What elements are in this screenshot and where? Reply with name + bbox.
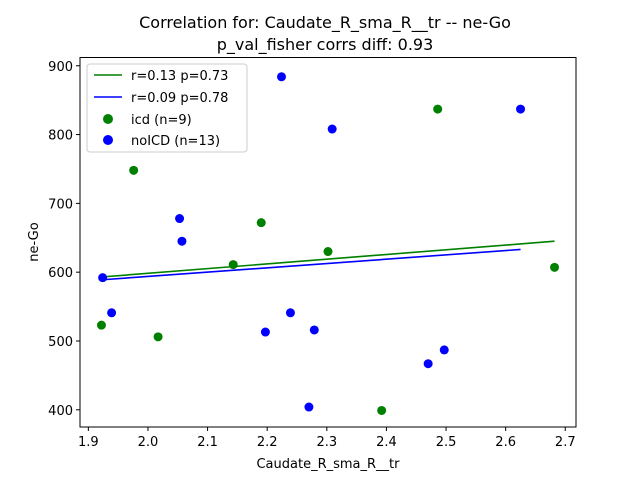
fit-line-noicd (102, 248, 521, 281)
point-noicd-12 (516, 104, 526, 114)
y-tick-label-5: 900 (48, 60, 73, 75)
point-icd-0 (96, 320, 106, 330)
y-axis-label: ne-Go (27, 222, 42, 261)
x-tick-label-1: 2.0 (138, 435, 159, 450)
legend-label-icd: icd (n=9) (131, 113, 192, 128)
x-axis-label: Caudate_R_sma_R__tr (256, 457, 400, 472)
point-noicd-0 (98, 273, 108, 283)
legend-label-noicd: noICD (n=13) (131, 134, 220, 149)
point-noicd-10 (423, 359, 433, 369)
legend-frame (86, 63, 248, 153)
point-icd-2 (153, 332, 163, 342)
point-noicd-1 (107, 308, 117, 318)
point-icd-4 (256, 218, 266, 228)
legend-label-fit-icd: r=0.13 p=0.73 (131, 69, 228, 84)
x-tick-label-2: 2.1 (197, 435, 218, 450)
y-tick-label-0: 400 (48, 404, 73, 419)
x-tick-label-0: 1.9 (78, 435, 99, 450)
axis-ticks: 1.9 2.0 2.1 2.2 2.3 2.4 2.5 2.6 2.7 400 500 600 700 8… (48, 60, 575, 450)
axes-frame (79, 57, 577, 428)
point-noicd-8 (309, 325, 319, 335)
y-tick-label-4: 800 (48, 129, 73, 144)
point-noicd-4 (260, 327, 270, 337)
point-noicd-2 (175, 214, 185, 224)
point-icd-8 (550, 262, 560, 272)
point-icd-5 (323, 247, 333, 257)
point-icd-6 (377, 405, 387, 415)
x-tick-label-3: 2.2 (257, 435, 278, 450)
point-icd-1 (129, 165, 139, 175)
y-tick-label-3: 700 (48, 197, 73, 212)
x-tick-label-4: 2.3 (316, 435, 337, 450)
point-noicd-6 (285, 308, 295, 318)
x-tick-label-8: 2.7 (555, 435, 576, 450)
point-noicd-5 (277, 72, 286, 82)
legend-marker-icd (103, 114, 113, 124)
y-tick-label-1: 500 (48, 335, 73, 350)
chart-title: Correlation for: Caudate_R_sma_R__tr -- … (139, 13, 511, 33)
legend-marker-noicd (103, 135, 113, 145)
legend: r=0.13 p=0.73 r=0.09 p=0.78 icd (n=9) no… (86, 63, 248, 153)
plot-area (96, 72, 560, 415)
x-tick-label-7: 2.6 (495, 435, 516, 450)
x-tick-label-6: 2.5 (436, 435, 457, 450)
point-noicd-9 (327, 124, 337, 134)
point-icd-7 (433, 104, 443, 114)
x-tick-label-5: 2.4 (376, 435, 397, 450)
y-tick-label-2: 600 (48, 266, 73, 281)
point-noicd-7 (304, 402, 314, 412)
chart-subtitle: p_val_fisher corrs diff: 0.93 (217, 35, 434, 55)
point-noicd-3 (177, 236, 187, 246)
point-noicd-11 (439, 345, 449, 355)
fit-line-icd (101, 240, 555, 278)
point-icd-3 (228, 260, 238, 270)
legend-label-fit-noicd: r=0.09 p=0.78 (131, 91, 228, 106)
